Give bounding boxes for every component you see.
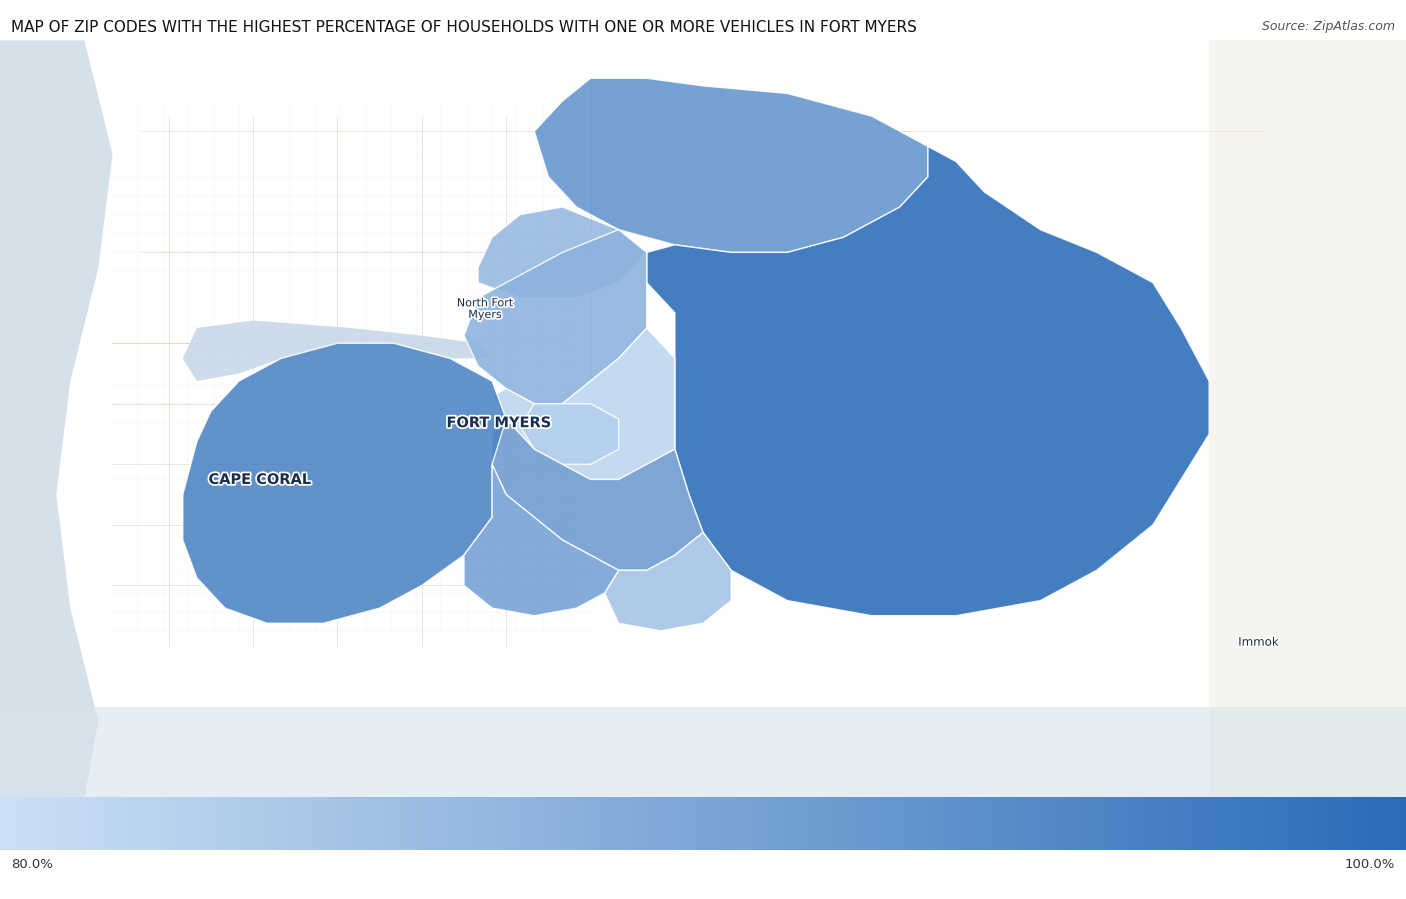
Text: North Fort
Myers: North Fort Myers (457, 298, 513, 320)
Polygon shape (520, 404, 619, 464)
Polygon shape (0, 40, 112, 797)
Polygon shape (492, 419, 703, 570)
Text: 100.0%: 100.0% (1344, 859, 1395, 871)
Polygon shape (647, 147, 1209, 616)
Text: FORT MYERS: FORT MYERS (447, 415, 551, 431)
Polygon shape (0, 707, 1406, 797)
Polygon shape (464, 229, 647, 404)
Polygon shape (183, 321, 492, 381)
Polygon shape (534, 78, 928, 253)
Text: Source: ZipAtlas.com: Source: ZipAtlas.com (1261, 20, 1395, 32)
Text: CAPE CORAL: CAPE CORAL (208, 472, 312, 487)
Polygon shape (183, 343, 506, 623)
Text: Immok: Immok (1239, 636, 1278, 649)
Polygon shape (605, 532, 731, 631)
Polygon shape (492, 328, 675, 479)
Polygon shape (464, 464, 619, 616)
Text: MAP OF ZIP CODES WITH THE HIGHEST PERCENTAGE OF HOUSEHOLDS WITH ONE OR MORE VEHI: MAP OF ZIP CODES WITH THE HIGHEST PERCEN… (11, 20, 917, 35)
Text: 80.0%: 80.0% (11, 859, 53, 871)
Polygon shape (1209, 40, 1406, 797)
Polygon shape (478, 207, 647, 298)
